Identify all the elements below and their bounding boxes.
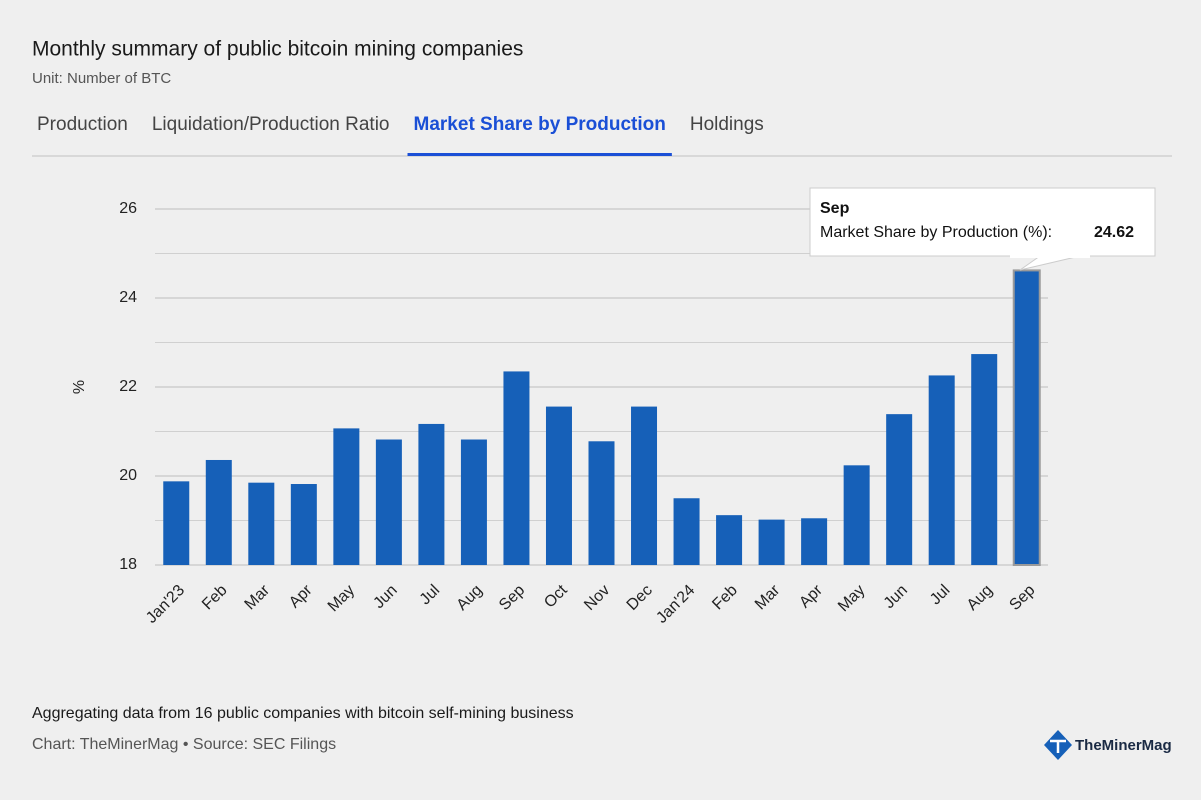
footer-source: Chart: TheMinerMag • Source: SEC Filings (32, 736, 336, 753)
y-tick-label: 22 (119, 378, 137, 395)
chart-title: Monthly summary of public bitcoin mining… (32, 38, 523, 61)
bar (460, 439, 487, 565)
bar (163, 481, 190, 565)
bar (248, 482, 275, 565)
brand-name: TheMinerMag (1075, 737, 1172, 754)
y-tick-label: 26 (119, 200, 137, 217)
footer-note: Aggregating data from 16 public companie… (32, 705, 574, 722)
tooltip-box (809, 187, 1156, 257)
bar (418, 423, 445, 565)
bar (801, 518, 828, 565)
bar (503, 371, 530, 565)
bar (588, 441, 615, 565)
bar (971, 354, 998, 565)
y-tick-label: 20 (119, 467, 137, 484)
tooltip-value: 24.62 (1094, 224, 1134, 241)
tooltip: Sep Market Share by Production (%): 24.6… (809, 187, 1156, 271)
bar (375, 439, 402, 565)
bar (758, 519, 785, 565)
y-tick-label: 18 (119, 556, 137, 573)
tooltip-joint (1010, 255, 1090, 258)
bar (673, 498, 700, 565)
bar (716, 515, 743, 565)
bar (843, 465, 870, 565)
brand-logo: TheMinerMag (1044, 730, 1172, 760)
tab[interactable]: Holdings (690, 114, 764, 135)
y-axis-label: % (71, 380, 88, 394)
bar (1012, 269, 1041, 566)
active-tab-underline (407, 153, 672, 156)
tooltip-label: Market Share by Production (%): (820, 224, 1052, 241)
tooltip-title: Sep (820, 200, 850, 217)
y-tick-label: 24 (119, 289, 137, 306)
chart-subtitle: Unit: Number of BTC (32, 70, 171, 87)
bar (545, 406, 572, 565)
brand-icon-glyph (1050, 739, 1066, 753)
bar (205, 459, 232, 565)
tab[interactable]: Production (37, 114, 128, 135)
bar (333, 428, 360, 565)
bar (928, 375, 955, 565)
tab[interactable]: Market Share by Production (414, 114, 666, 135)
bar (631, 406, 658, 565)
bar (886, 414, 913, 565)
tab[interactable]: Liquidation/Production Ratio (152, 114, 390, 135)
tabs: Production Liquidation/Production Ratio Ma… (37, 114, 764, 156)
bar (290, 484, 317, 565)
